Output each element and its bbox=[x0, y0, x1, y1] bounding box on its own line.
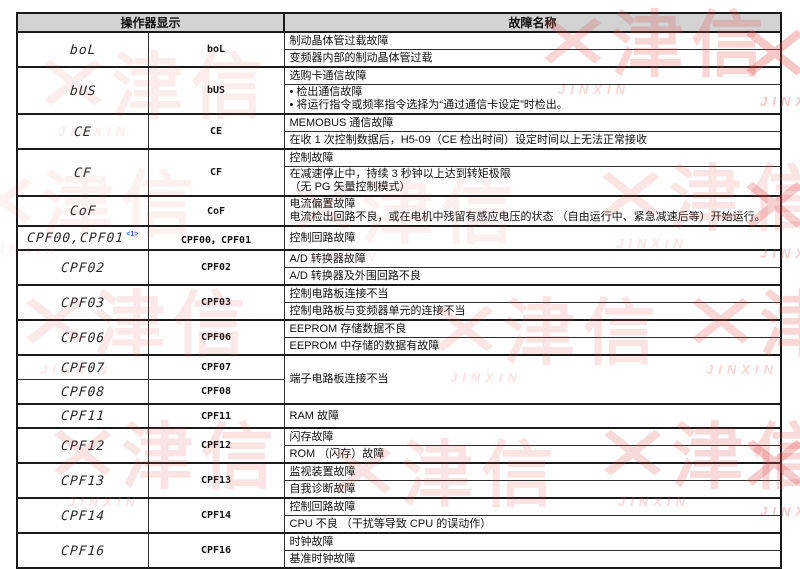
fault-name-cell: 在减速停止中，持续 3 秒钟以上达到转矩极限 （无 PG 矢量控制模式） bbox=[283, 166, 782, 197]
fault-name-cell: 选购卡通信故障 bbox=[283, 66, 782, 85]
fault-name-cell: CPU 不良 （干扰等导致 CPU 的误动作） bbox=[283, 515, 782, 534]
lcd-display-text: CPF12 bbox=[60, 438, 106, 454]
fault-name-cell: 控制电路板与变频器单元的连接不当 bbox=[283, 302, 782, 321]
fault-name-cell: 在收 1 次控制数据后，H5-09（CE 检出时间）设定时间以上无法正常接收 bbox=[283, 131, 782, 150]
code-cell: CPF12 bbox=[147, 427, 285, 464]
display-cell: CPF06 bbox=[16, 319, 149, 356]
fault-row: 在减速停止中，持续 3 秒钟以上达到转矩极限 （无 PG 矢量控制模式） bbox=[17, 166, 782, 197]
display-cell: CPF12 bbox=[16, 427, 149, 464]
display-cell: CPF02 bbox=[16, 249, 149, 286]
fault-row: CPF07 CPF07 端子电路板连接不当 bbox=[16, 354, 782, 405]
fault-row: CF CF 控制故障 bbox=[16, 148, 782, 197]
fault-name-cell: 端子电路板连接不当 bbox=[283, 354, 782, 405]
code-cell: bUS bbox=[147, 66, 285, 115]
fault-row: CPF02 CPF02 A/D 转换器故障 bbox=[16, 249, 782, 286]
fault-row: CPF16 CPF16 时钟故障 bbox=[16, 532, 782, 569]
fault-row: CPF00,CPF01<1> CPF00，CPF01 控制回路故障 bbox=[16, 225, 782, 251]
fault-name-cell: A/D 转换器故障 bbox=[283, 249, 782, 268]
fault-name-cell: ROM （闪存）故障 bbox=[283, 445, 782, 464]
code-cell: CPF08 bbox=[147, 379, 285, 405]
code-cell: CPF16 bbox=[147, 532, 285, 569]
lcd-display-text: CPF08 bbox=[60, 384, 106, 400]
fault-name-cell: 闪存故障 bbox=[283, 427, 782, 446]
fault-row: CPF06 CPF06 EEPROM 存储数据不良 bbox=[16, 319, 782, 356]
display-cell: CPF13 bbox=[16, 462, 149, 499]
code-cell: CF bbox=[147, 148, 285, 197]
display-cell: CPF08 bbox=[16, 379, 149, 405]
display-cell: CoF bbox=[16, 195, 149, 227]
fault-row: CPF12 CPF12 闪存故障 bbox=[16, 427, 782, 464]
fault-row: CPF03 CPF03 控制电路板连接不当 bbox=[16, 284, 782, 321]
fault-row: CE CE MEMOBUS 通信故障 bbox=[16, 113, 782, 150]
lcd-display-text: CPF16 bbox=[60, 543, 106, 559]
lcd-display-text: CPF13 bbox=[60, 473, 106, 489]
fault-name-cell: A/D 转换器及外围回路不良 bbox=[283, 267, 782, 286]
display-cell: CPF11 bbox=[16, 403, 149, 429]
fault-name-cell: 变频器内部的制动晶体管过载 bbox=[283, 49, 782, 68]
display-cell: CPF03 bbox=[16, 284, 149, 321]
code-cell: CPF02 bbox=[147, 249, 285, 286]
fault-name-cell: 控制回路故障 bbox=[283, 225, 782, 251]
lcd-display-text: CPF06 bbox=[60, 330, 106, 346]
fault-name-cell: 时钟故障 bbox=[283, 532, 782, 551]
fault-name-cell: 自我诊断故障 bbox=[283, 480, 782, 499]
lcd-display-text: CPF03 bbox=[60, 295, 106, 311]
lcd-display-text: CPF00,CPF01 bbox=[26, 231, 125, 246]
display-cell: CE bbox=[16, 113, 149, 150]
fault-name-cell: EEPROM 存储数据不良 bbox=[283, 319, 782, 338]
display-cell: CF bbox=[16, 148, 149, 197]
header-operator-display: 操作器显示 bbox=[15, 12, 286, 33]
header-fault-name: 故障名称 bbox=[283, 12, 783, 33]
fault-row: 自我诊断故障 bbox=[17, 480, 782, 499]
lcd-display-text: CPF07 bbox=[60, 360, 106, 376]
fault-name-cell: 电流偏置故障 电流检出回路不良，或在电机中残留有感应电压的状态 （自由运行中、紧急… bbox=[283, 195, 782, 227]
footnote-marker: <1> bbox=[126, 230, 139, 238]
lcd-display-text: bUS bbox=[68, 83, 97, 99]
fault-row: bUS bUS 选购卡通信故障 bbox=[16, 66, 782, 115]
manual-page: 操作器显示 故障名称 boL boL 制动晶体管过载故障 变频器内部的制动晶体管过载 b… bbox=[0, 4, 800, 569]
fault-row: CPF14 CPF14 控制回路故障 bbox=[16, 497, 782, 534]
display-cell: boL bbox=[16, 31, 149, 68]
fault-name-cell: 基准时钟故障 bbox=[283, 550, 782, 569]
fault-name-cell: RAM 故障 bbox=[283, 403, 782, 429]
fault-name-cell: 控制回路故障 bbox=[283, 497, 782, 516]
lcd-display-text: CoF bbox=[68, 204, 97, 219]
lcd-display-text: CPF02 bbox=[60, 260, 106, 276]
code-cell: CPF07 bbox=[147, 354, 285, 380]
lcd-display-text: CF bbox=[73, 165, 93, 181]
fault-code-table: 操作器显示 故障名称 boL boL 制动晶体管过载故障 变频器内部的制动晶体管过载 b… bbox=[15, 12, 783, 569]
fault-row: CoF CoF 电流偏置故障 电流检出回路不良，或在电机中残留有感应电压的状态 （自由… bbox=[16, 195, 782, 227]
fault-row: CPF11 CPF11 RAM 故障 bbox=[16, 403, 782, 429]
display-cell: CPF00,CPF01<1> bbox=[16, 225, 149, 251]
code-cell: CPF11 bbox=[147, 403, 285, 429]
lcd-display-text: CPF14 bbox=[60, 508, 106, 524]
fault-row: CPF13 CPF13 监视装置故障 bbox=[16, 462, 782, 499]
display-cell: CPF16 bbox=[16, 532, 149, 569]
code-cell: CPF03 bbox=[147, 284, 285, 321]
fault-name-cell: MEMOBUS 通信故障 bbox=[283, 113, 782, 132]
code-cell: CE bbox=[147, 113, 285, 150]
fault-row: boL boL 制动晶体管过载故障 bbox=[16, 31, 782, 68]
fault-name-cell: 控制电路板连接不当 bbox=[283, 284, 782, 303]
lcd-display-text: CPF11 bbox=[60, 409, 106, 424]
display-cell: CPF07 bbox=[16, 354, 149, 380]
fault-name-cell: • 检出通信故障 • 将运行指令或频率指令选择为“通过通信卡设定”时检出。 bbox=[283, 84, 782, 115]
fault-name-cell: 控制故障 bbox=[283, 148, 782, 167]
code-cell: CPF00，CPF01 bbox=[147, 225, 285, 251]
fault-name-cell: EEPROM 中存储的数据有故障 bbox=[283, 337, 782, 356]
lcd-display-text: boL bbox=[68, 42, 97, 58]
display-cell: bUS bbox=[16, 66, 149, 115]
table-header-row: 操作器显示 故障名称 bbox=[15, 12, 783, 33]
fault-name-cell: 制动晶体管过载故障 bbox=[283, 31, 782, 50]
code-cell: CoF bbox=[147, 195, 285, 227]
fault-name-cell: 监视装置故障 bbox=[283, 462, 782, 481]
code-cell: boL bbox=[147, 31, 285, 68]
code-cell: CPF06 bbox=[147, 319, 285, 356]
lcd-display-text: CE bbox=[73, 124, 93, 140]
code-cell: CPF13 bbox=[147, 462, 285, 499]
fault-row: CPF08 CPF08 bbox=[16, 379, 781, 405]
